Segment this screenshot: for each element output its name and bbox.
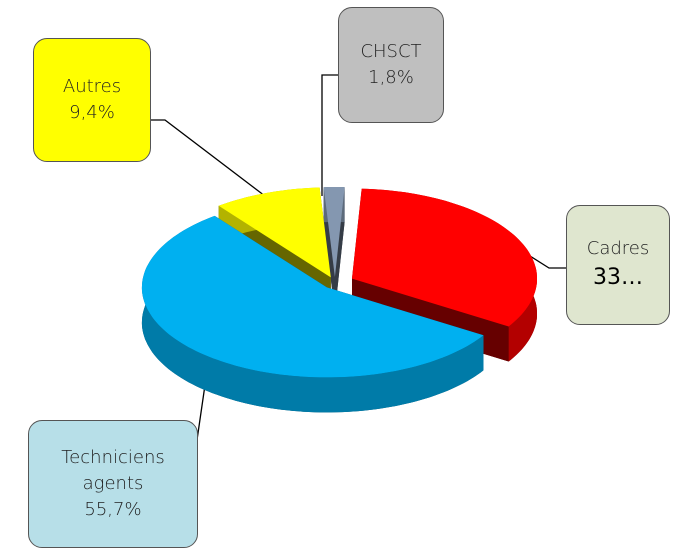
- category-label: Autres: [62, 75, 122, 97]
- value-label: 55,7%: [84, 499, 142, 521]
- label-box: Cadres 33…: [566, 205, 670, 325]
- value-label: 33…: [593, 265, 643, 291]
- pie-slice: [323, 187, 345, 277]
- leader-line: [321, 74, 338, 196]
- pie-slice: [218, 187, 331, 278]
- slice-side: [141, 215, 484, 413]
- category-label: CHSCT: [360, 40, 422, 62]
- pie-tops: [141, 187, 537, 378]
- value-label: 9,4%: [69, 102, 115, 123]
- category-label: Techniciens agents: [61, 446, 165, 494]
- pie-slice: [141, 215, 484, 378]
- label-box: Autres 9,4%: [33, 38, 151, 162]
- pie-slice: [352, 188, 537, 327]
- label-box: CHSCT 1,8%: [338, 7, 444, 123]
- value-label: 1,8%: [368, 67, 414, 88]
- leader-line: [150, 119, 266, 197]
- category-label: Cadres: [586, 238, 650, 259]
- label-box: Techniciens agents 55,7%: [28, 420, 198, 548]
- leader-line: [196, 384, 206, 470]
